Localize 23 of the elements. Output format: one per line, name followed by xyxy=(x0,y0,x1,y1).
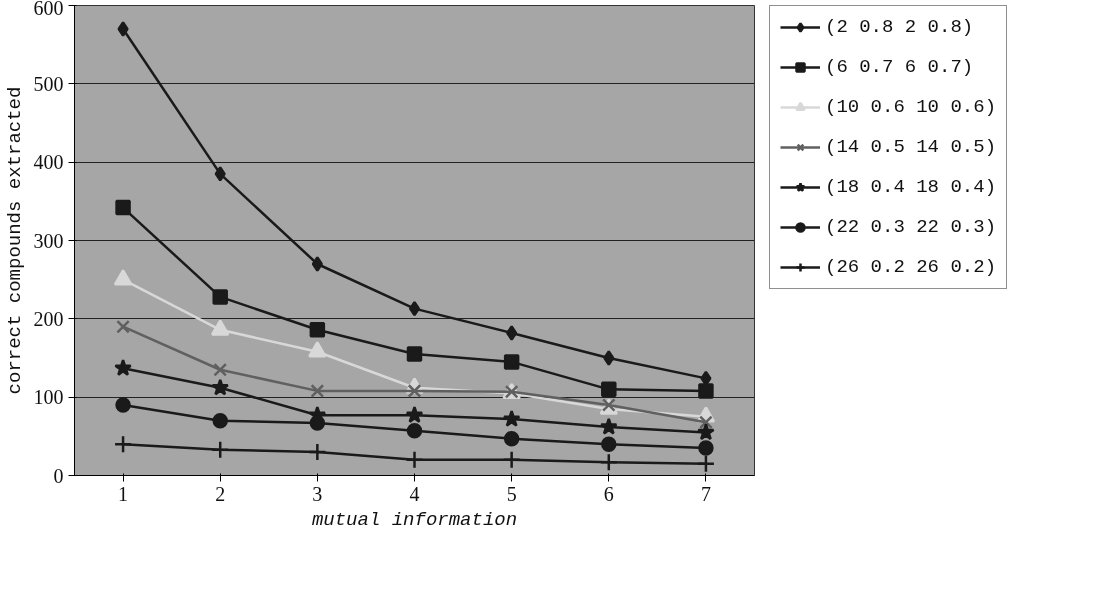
legend-label: (22 0.3 22 0.3) xyxy=(825,216,997,238)
x-axis-title: mutual information xyxy=(311,508,518,531)
y-tick-label: 0 xyxy=(53,464,64,487)
y-tick-label: 100 xyxy=(33,386,64,409)
legend-label: (26 0.2 26 0.2) xyxy=(825,256,997,278)
x-tick-label: 2 xyxy=(215,482,226,505)
x-tick-label: 4 xyxy=(409,482,420,505)
legend-label: (18 0.4 18 0.4) xyxy=(825,176,997,198)
y-tick-label: 500 xyxy=(33,72,64,95)
y-tick-label: 600 xyxy=(33,0,64,19)
legend-label: (2 0.8 2 0.8) xyxy=(825,16,974,38)
x-tick-label: 7 xyxy=(700,482,711,505)
legend-label: (10 0.6 10 0.6) xyxy=(825,96,997,118)
y-tick-label: 300 xyxy=(33,229,64,252)
x-tick-label: 5 xyxy=(506,482,517,505)
y-axis-title: correct compounds extracted xyxy=(3,86,26,395)
y-tick-label: 400 xyxy=(33,151,64,174)
x-tick-label: 1 xyxy=(118,482,129,505)
legend-label: (14 0.5 14 0.5) xyxy=(825,136,997,158)
x-tick-label: 3 xyxy=(312,482,323,505)
legend-label: (6 0.7 6 0.7) xyxy=(825,56,974,78)
x-tick-label: 6 xyxy=(603,482,614,505)
y-tick-label: 200 xyxy=(33,307,64,330)
